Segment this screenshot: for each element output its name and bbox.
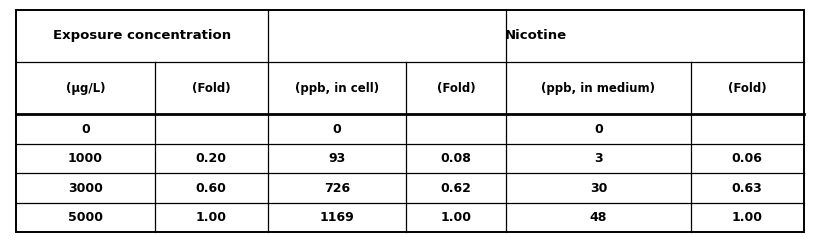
Text: 0: 0 (593, 122, 602, 136)
Text: 726: 726 (324, 182, 350, 195)
Text: 1.00: 1.00 (440, 211, 471, 224)
Text: Nicotine: Nicotine (504, 29, 566, 42)
Text: 0.08: 0.08 (440, 152, 471, 165)
Text: 1.00: 1.00 (731, 211, 762, 224)
Text: Exposure concentration: Exposure concentration (53, 29, 231, 42)
Text: 0.60: 0.60 (196, 182, 226, 195)
Text: 93: 93 (328, 152, 345, 165)
Text: 0.63: 0.63 (731, 182, 762, 195)
Text: 48: 48 (589, 211, 606, 224)
Text: 1.00: 1.00 (196, 211, 226, 224)
Text: 0.06: 0.06 (731, 152, 762, 165)
Text: 3000: 3000 (68, 182, 103, 195)
Text: 30: 30 (589, 182, 606, 195)
Text: 0.62: 0.62 (440, 182, 471, 195)
Text: (Fold): (Fold) (727, 82, 766, 95)
Text: 1000: 1000 (68, 152, 103, 165)
Text: (ppb, in medium): (ppb, in medium) (541, 82, 654, 95)
Text: 0: 0 (81, 122, 90, 136)
Text: 5000: 5000 (68, 211, 103, 224)
Text: 1169: 1169 (319, 211, 354, 224)
Text: (ppb, in cell): (ppb, in cell) (294, 82, 378, 95)
Text: 0.20: 0.20 (196, 152, 226, 165)
Text: (Fold): (Fold) (437, 82, 475, 95)
Text: 0: 0 (332, 122, 341, 136)
Text: (Fold): (Fold) (192, 82, 230, 95)
Text: (μg/L): (μg/L) (66, 82, 105, 95)
Text: 3: 3 (594, 152, 602, 165)
